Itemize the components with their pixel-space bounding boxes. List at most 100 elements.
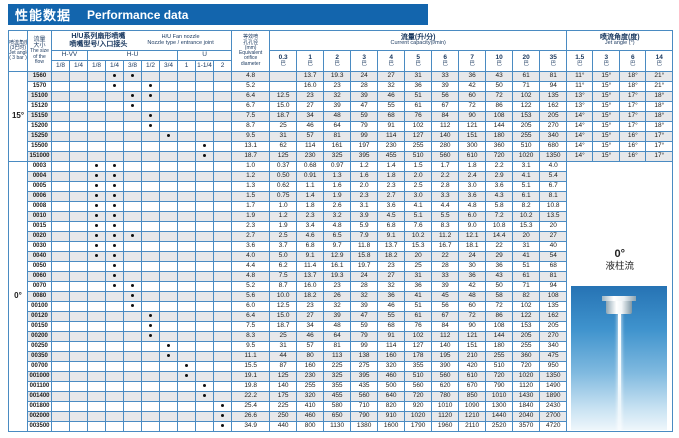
orifice-value: 7.5: [231, 111, 271, 122]
jet-angle-value: 18°: [645, 121, 674, 132]
joint-dot-cell: [69, 221, 88, 232]
capacity-value: 460: [377, 371, 406, 382]
capacity-value: 5.1: [512, 181, 541, 192]
capacity-value: 60: [458, 301, 487, 312]
capacity-value: 39: [350, 301, 379, 312]
joint-dot-cell: [212, 381, 233, 392]
joint-dot-icon: [113, 243, 116, 247]
joint-dot-cell: [87, 171, 106, 182]
joint-dot-cell: [51, 81, 70, 92]
joint-dot-cell: [69, 71, 88, 82]
joint-dot-cell: [177, 131, 196, 142]
capacity-value: 320: [296, 391, 325, 402]
joint-dot-cell: [195, 371, 214, 382]
capacity-value: 19.3: [323, 71, 352, 82]
capacity-value: 2.2: [485, 161, 514, 172]
joint-dot-cell: [51, 281, 70, 292]
capacity-value: 31: [269, 341, 298, 352]
joint-dot-cell: [51, 401, 70, 412]
header-pressure-8: 10 巴: [485, 50, 514, 72]
joint-dot-cell: [177, 171, 196, 182]
joint-dot-icon: [113, 173, 116, 177]
capacity-value: 39: [350, 91, 379, 102]
capacity-value: 340: [539, 341, 568, 352]
capacity-value: 4.3: [485, 191, 514, 202]
jet-angle-value: 15°: [592, 91, 621, 102]
header-pressure-9: 20 巴: [512, 50, 541, 72]
capacity-value: 270: [539, 331, 568, 342]
capacity-value: 3.0: [404, 191, 433, 202]
header-flow-size: 流量 大小 The size of the flow: [27, 30, 52, 72]
capacity-value: 440: [269, 421, 298, 432]
joint-dot-cell: [141, 401, 160, 412]
joint-dot-cell: [177, 381, 196, 392]
jet-angle-value: 14°: [566, 151, 594, 162]
joint-dot-icon: [221, 403, 225, 407]
joint-dot-cell: [69, 251, 88, 262]
joint-dot-cell: [87, 271, 106, 282]
joint-dot-cell: [123, 101, 142, 112]
joint-dot-cell: [51, 101, 70, 112]
joint-dot-cell: [141, 301, 160, 312]
joint-dot-cell: [69, 151, 88, 162]
joint-dot-cell: [69, 271, 88, 282]
joint-dot-icon: [131, 233, 134, 237]
joint-dot-cell: [123, 401, 142, 412]
joint-dot-cell: [69, 321, 88, 332]
joint-dot-cell: [195, 101, 214, 112]
joint-dot-cell: [105, 221, 124, 232]
capacity-value: 114: [296, 141, 325, 152]
joint-dot-cell: [105, 181, 124, 192]
joint-dot-cell: [105, 351, 124, 362]
capacity-value: 12.5: [269, 301, 298, 312]
capacity-value: 390: [431, 361, 460, 372]
flow-code: 00150: [27, 321, 52, 332]
nozzle-flange-icon: [602, 296, 637, 301]
joint-dot-icon: [221, 423, 225, 427]
flow-code: 0070: [27, 281, 52, 292]
capacity-value: 12.1: [458, 231, 487, 242]
flow-code: 0020: [27, 231, 52, 242]
flow-code: 15200: [27, 121, 52, 132]
flow-code: 0050: [27, 261, 52, 272]
joint-dot-cell: [123, 391, 142, 402]
capacity-value: 27: [296, 101, 325, 112]
joint-dot-cell: [212, 341, 233, 352]
joint-dot-cell: [177, 71, 196, 82]
capacity-value: 81: [323, 131, 352, 142]
joint-dot-cell: [212, 131, 233, 142]
capacity-value: 560: [431, 151, 460, 162]
joint-dot-cell: [87, 141, 106, 152]
joint-dot-cell: [69, 211, 88, 222]
joint-dot-cell: [51, 321, 70, 332]
capacity-value: 55: [377, 311, 406, 322]
capacity-value: 1960: [431, 421, 460, 432]
capacity-value: 6.2: [269, 261, 298, 272]
capacity-value: 62: [269, 141, 298, 152]
joint-dot-cell: [69, 361, 88, 372]
capacity-value: 50: [485, 81, 514, 92]
flow-code: 0060: [27, 271, 52, 282]
joint-dot-cell: [87, 291, 106, 302]
capacity-value: 18.1: [458, 241, 487, 252]
capacity-value: 40: [539, 241, 568, 252]
table-row: 00250 9.5 31 57 81 99 114 127 140 151 180 255 340: [9, 341, 673, 352]
joint-dot-cell: [212, 71, 233, 82]
header-pressure-10: 35 巴: [539, 50, 568, 72]
capacity-value: 250: [269, 411, 298, 422]
joint-dot-cell: [159, 161, 178, 172]
joint-dot-cell: [159, 341, 178, 352]
joint-dot-cell: [87, 151, 106, 162]
joint-dot-cell: [69, 401, 88, 412]
joint-dot-cell: [51, 271, 70, 282]
joint-dot-cell: [212, 141, 233, 152]
capacity-value: 620: [431, 381, 460, 392]
joint-dot-cell: [141, 311, 160, 322]
joint-dot-cell: [123, 171, 142, 182]
joint-dot-cell: [177, 81, 196, 92]
nozzle-body-icon: [606, 301, 633, 314]
joint-dot-cell: [105, 261, 124, 272]
capacity-value: 15.3: [404, 241, 433, 252]
orifice-value: 1.3: [231, 181, 271, 192]
capacity-value: 910: [377, 411, 406, 422]
